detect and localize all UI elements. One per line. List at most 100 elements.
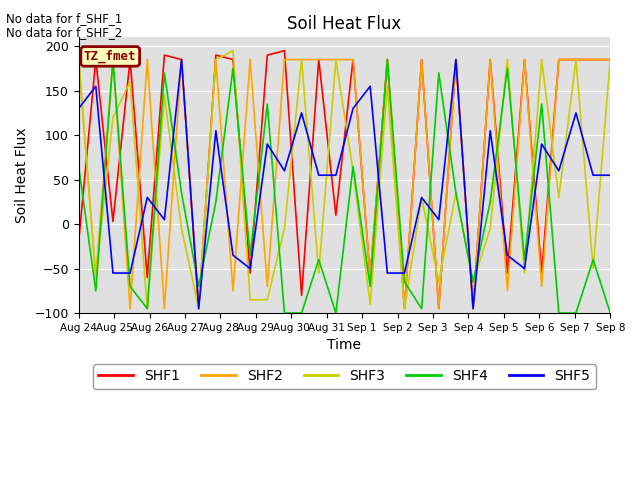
SHF1: [435, 306, 443, 312]
SHF4: [143, 306, 151, 312]
SHF5: [75, 106, 83, 111]
SHF3: [521, 270, 529, 276]
SHF4: [401, 279, 408, 285]
SHF2: [607, 57, 614, 62]
SHF5: [264, 141, 271, 147]
SHF3: [143, 306, 151, 312]
SHF3: [538, 57, 545, 62]
SHF1: [315, 57, 323, 62]
Text: No data for f_SHF_1: No data for f_SHF_1: [6, 12, 123, 25]
SHF1: [195, 306, 202, 312]
SHF1: [126, 57, 134, 62]
SHF5: [161, 217, 168, 223]
SHF2: [246, 57, 254, 62]
SHF2: [161, 306, 168, 312]
SHF3: [298, 57, 305, 62]
SHF5: [383, 270, 391, 276]
SHF3: [555, 194, 563, 200]
SHF2: [521, 57, 529, 62]
SHF4: [126, 284, 134, 289]
SHF3: [264, 297, 271, 302]
SHF3: [469, 279, 477, 285]
SHF5: [418, 194, 426, 200]
SHF4: [280, 310, 288, 316]
Line: SHF1: SHF1: [79, 51, 611, 309]
SHF4: [538, 101, 545, 107]
X-axis label: Time: Time: [328, 338, 362, 352]
SHF1: [280, 48, 288, 54]
SHF5: [349, 106, 357, 111]
SHF2: [280, 57, 288, 62]
SHF5: [486, 128, 494, 133]
SHF2: [178, 57, 186, 62]
SHF5: [521, 266, 529, 272]
Legend: SHF1, SHF2, SHF3, SHF4, SHF5: SHF1, SHF2, SHF3, SHF4, SHF5: [93, 364, 596, 389]
SHF1: [92, 57, 100, 62]
SHF2: [401, 306, 408, 312]
SHF2: [486, 57, 494, 62]
SHF3: [607, 57, 614, 62]
Title: Soil Heat Flux: Soil Heat Flux: [287, 15, 401, 33]
SHF2: [315, 57, 323, 62]
SHF3: [452, 190, 460, 196]
SHF4: [315, 257, 323, 263]
SHF3: [418, 194, 426, 200]
SHF1: [469, 306, 477, 312]
SHF5: [315, 172, 323, 178]
SHF3: [280, 226, 288, 231]
SHF1: [401, 306, 408, 312]
SHF5: [246, 266, 254, 272]
SHF1: [572, 57, 580, 62]
SHF2: [264, 284, 271, 289]
SHF5: [92, 84, 100, 89]
SHF5: [229, 252, 237, 258]
SHF5: [178, 57, 186, 62]
SHF4: [332, 310, 340, 316]
SHF2: [383, 57, 391, 62]
SHF4: [521, 257, 529, 263]
SHF5: [298, 110, 305, 116]
SHF3: [92, 275, 100, 280]
SHF1: [589, 57, 597, 62]
SHF1: [418, 57, 426, 62]
SHF2: [572, 57, 580, 62]
SHF1: [452, 57, 460, 62]
SHF4: [229, 66, 237, 72]
SHF3: [435, 279, 443, 285]
SHF2: [452, 57, 460, 62]
SHF2: [126, 306, 134, 312]
SHF1: [521, 57, 529, 62]
SHF4: [178, 190, 186, 196]
SHF4: [161, 70, 168, 76]
SHF5: [589, 172, 597, 178]
SHF2: [469, 306, 477, 312]
SHF1: [298, 292, 305, 298]
SHF4: [469, 279, 477, 285]
SHF4: [195, 284, 202, 289]
SHF2: [418, 57, 426, 62]
SHF5: [401, 270, 408, 276]
Line: SHF3: SHF3: [79, 51, 611, 309]
SHF1: [383, 57, 391, 62]
SHF1: [349, 57, 357, 62]
SHF2: [538, 284, 545, 289]
SHF5: [435, 217, 443, 223]
SHF1: [366, 275, 374, 280]
SHF3: [401, 306, 408, 312]
SHF4: [92, 288, 100, 294]
SHF1: [109, 218, 116, 224]
SHF5: [469, 306, 477, 312]
SHF4: [589, 257, 597, 263]
SHF4: [435, 70, 443, 76]
SHF3: [332, 57, 340, 62]
SHF5: [555, 168, 563, 174]
SHF5: [452, 57, 460, 62]
SHF4: [607, 310, 614, 316]
Text: No data for f_SHF_2: No data for f_SHF_2: [6, 26, 123, 39]
SHF2: [332, 57, 340, 62]
SHF5: [332, 172, 340, 178]
SHF1: [555, 57, 563, 62]
SHF4: [452, 190, 460, 196]
SHF2: [349, 57, 357, 62]
SHF3: [178, 226, 186, 231]
